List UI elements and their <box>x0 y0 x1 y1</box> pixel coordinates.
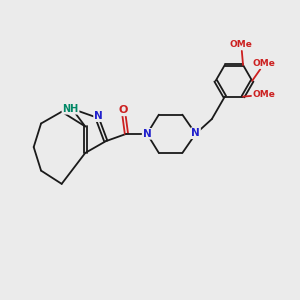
Text: N: N <box>143 129 152 139</box>
Text: OMe: OMe <box>253 59 275 68</box>
Text: N: N <box>94 111 103 121</box>
Text: OMe: OMe <box>252 90 275 99</box>
Text: O: O <box>119 105 128 115</box>
Text: NH: NH <box>62 104 79 114</box>
Text: OMe: OMe <box>230 40 253 49</box>
Text: N: N <box>191 128 200 138</box>
